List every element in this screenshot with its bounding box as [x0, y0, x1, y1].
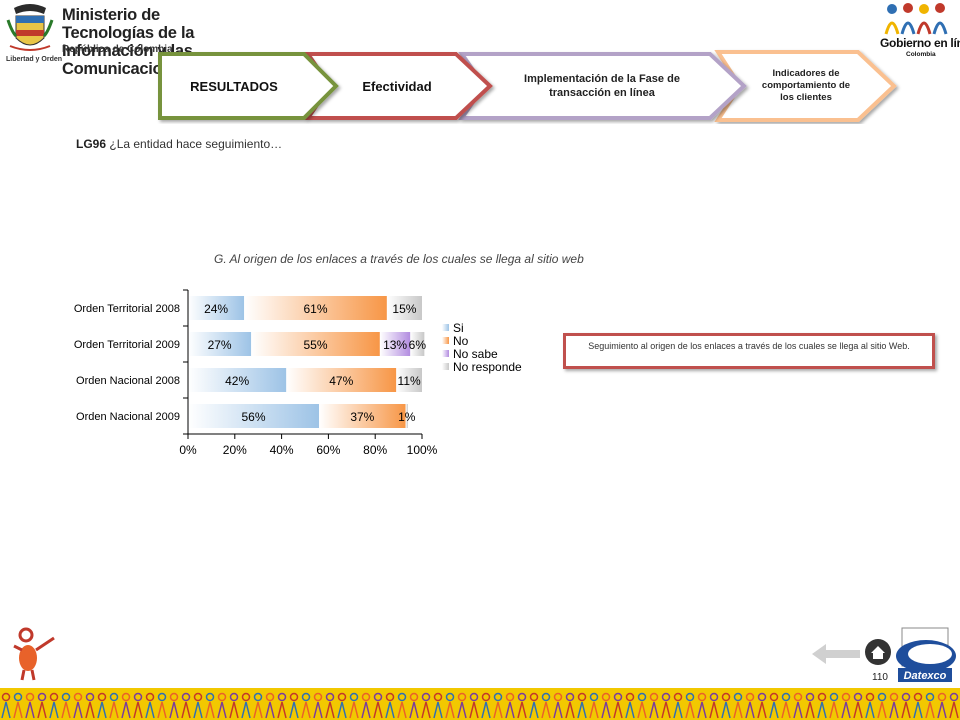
- question-code: LG96: [76, 137, 107, 151]
- data-label: 27%: [208, 338, 232, 352]
- x-tick-label: 80%: [363, 443, 387, 457]
- data-label: 55%: [304, 338, 328, 352]
- legend-swatch-si: [442, 324, 449, 331]
- breadcrumb-label-indicadores: Indicadores de comportamiento de los cli…: [761, 68, 851, 103]
- data-label: 61%: [304, 302, 328, 316]
- page-number: 110: [872, 672, 888, 683]
- question-body: ¿La entidad hace seguimiento…: [109, 137, 283, 151]
- data-label: 56%: [242, 410, 266, 424]
- category-label: Orden Territorial 2008: [74, 303, 180, 315]
- bar-no: [244, 296, 387, 320]
- colombia-crest-icon: [6, 4, 54, 51]
- breadcrumb: RESULTADOS Efectividad Implementación de…: [150, 48, 910, 124]
- x-tick-label: 100%: [407, 443, 438, 457]
- x-tick-label: 60%: [316, 443, 340, 457]
- callout-box: Seguimiento al origen de los enlaces a t…: [563, 333, 935, 369]
- data-label: 15%: [392, 302, 416, 316]
- breadcrumb-label-implementacion: Implementación de la Fase de transacción…: [524, 73, 680, 99]
- category-label: Orden Nacional 2009: [76, 411, 180, 423]
- stacked-bar-chart: Orden Territorial 2008 24% 61% 15% Orden Ter…: [30, 280, 550, 460]
- datexco-label: Datexco: [904, 670, 947, 682]
- bar-no-responde: [396, 368, 422, 392]
- bar-no-responde: [410, 332, 425, 356]
- legend-label-si: Si: [453, 321, 464, 335]
- back-arrow-icon[interactable]: [810, 642, 862, 666]
- data-label: 11%: [398, 374, 421, 388]
- data-label: 1%: [398, 410, 416, 424]
- bar-si: [188, 404, 320, 428]
- bar-no: [319, 404, 406, 428]
- legend-swatch-no-responde: [442, 363, 449, 370]
- data-label: 6%: [409, 338, 427, 352]
- legend-swatch-no-sabe: [442, 350, 449, 357]
- bar-si: [188, 368, 287, 392]
- x-tick-label: 40%: [270, 443, 294, 457]
- x-tick-label: 20%: [223, 443, 247, 457]
- breadcrumb-label-resultados: RESULTADOS: [190, 78, 278, 94]
- home-icon[interactable]: [864, 638, 892, 670]
- gobierno-en-linea-logo: Gobierno en línea Colombia: [874, 2, 960, 64]
- chart-svg: Orden Territorial 2008 24% 61% 15% Orden Ter…: [74, 289, 522, 457]
- legend-swatch-no: [442, 337, 449, 344]
- legend-label-no: No: [453, 334, 469, 348]
- gel-logo-text: Gobierno en línea: [880, 36, 960, 50]
- people-figures-icon: [884, 3, 948, 35]
- datexco-logo: Datexco: [896, 627, 956, 682]
- gel-country: Colombia: [906, 51, 936, 58]
- question-text: LG96 ¿La entidad hace seguimiento…: [76, 137, 282, 151]
- data-label: 37%: [350, 410, 374, 424]
- person-figure-icon: [13, 627, 55, 681]
- bar-si: [188, 296, 245, 320]
- legend-label-no-sabe: No sabe: [453, 347, 498, 361]
- data-label: 13%: [383, 338, 407, 352]
- ministry-subtitle: República de Colombia: [62, 44, 173, 55]
- breadcrumb-label-efectividad: Efectividad: [362, 78, 432, 94]
- breadcrumb-step-resultados[interactable]: [158, 52, 339, 120]
- legend-label-no-responde: No responde: [453, 360, 522, 374]
- x-tick-label: 0%: [179, 443, 197, 457]
- bar-no-responde: [405, 404, 408, 428]
- category-label: Orden Nacional 2008: [76, 375, 180, 387]
- decorative-people-band: [0, 688, 960, 720]
- ministry-name-line1: Ministerio de Tecnologías de la: [62, 6, 195, 42]
- data-label: 42%: [225, 374, 249, 388]
- bar-no-responde: [386, 296, 422, 320]
- bar-si: [188, 332, 252, 356]
- bar-no: [251, 332, 380, 356]
- ministry-motto: Libertad y Orden: [6, 56, 63, 63]
- bar-no-sabe: [379, 332, 411, 356]
- bar-no: [286, 368, 397, 392]
- data-label: 47%: [329, 374, 353, 388]
- chart-title: G. Al origen de los enlaces a través de …: [214, 252, 584, 266]
- category-label: Orden Territorial 2009: [74, 339, 180, 351]
- data-label: 24%: [204, 302, 228, 316]
